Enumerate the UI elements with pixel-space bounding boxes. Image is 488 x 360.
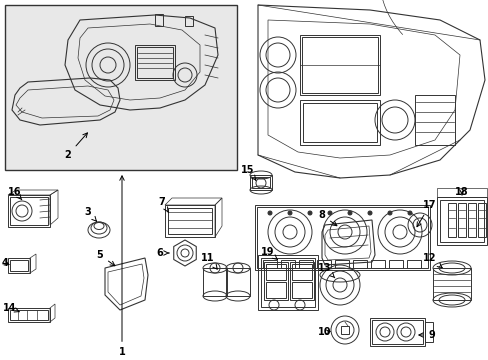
Text: 2: 2 — [64, 133, 87, 160]
Bar — [370, 260, 384, 268]
Text: 17: 17 — [416, 200, 436, 227]
Bar — [340, 326, 348, 334]
Bar — [203, 268, 226, 296]
Text: 10: 10 — [318, 327, 331, 337]
Text: 13: 13 — [318, 263, 334, 278]
Circle shape — [267, 211, 271, 215]
Text: 5: 5 — [97, 250, 115, 266]
Text: 1: 1 — [119, 176, 125, 357]
Bar — [164, 205, 215, 237]
Bar — [137, 47, 173, 78]
Bar — [10, 260, 28, 271]
Bar — [251, 177, 269, 188]
Text: 19: 19 — [261, 247, 277, 260]
Text: 7: 7 — [158, 197, 168, 212]
Bar — [257, 207, 427, 268]
Bar — [168, 208, 212, 234]
Bar — [10, 197, 48, 225]
Bar — [281, 260, 294, 268]
Bar — [298, 260, 312, 268]
Bar — [369, 318, 424, 346]
Text: 3: 3 — [84, 207, 96, 221]
Bar — [436, 197, 486, 245]
Text: 16: 16 — [8, 187, 22, 200]
Bar — [261, 258, 314, 307]
Bar — [457, 203, 465, 237]
Bar — [8, 195, 50, 227]
Bar — [406, 260, 420, 268]
Bar — [263, 260, 276, 268]
Bar — [477, 203, 485, 237]
Text: 4: 4 — [1, 258, 9, 268]
Bar — [447, 203, 455, 237]
Bar — [334, 260, 348, 268]
Bar — [5, 5, 237, 170]
Circle shape — [407, 211, 411, 215]
Bar — [302, 37, 377, 93]
Bar — [424, 322, 432, 342]
Bar — [352, 260, 366, 268]
Bar — [258, 255, 317, 310]
Bar — [264, 262, 287, 300]
Circle shape — [307, 211, 311, 215]
Bar — [291, 282, 311, 298]
Bar — [265, 282, 285, 298]
Bar — [299, 100, 379, 145]
Bar — [303, 103, 376, 142]
Bar — [388, 260, 402, 268]
Text: 14: 14 — [3, 303, 20, 313]
Bar — [299, 35, 379, 95]
Circle shape — [387, 211, 391, 215]
Bar — [135, 45, 175, 80]
Bar — [432, 268, 470, 300]
Bar — [254, 205, 429, 270]
Text: 12: 12 — [423, 253, 441, 268]
Bar — [155, 14, 163, 26]
Bar — [265, 264, 285, 280]
Circle shape — [327, 211, 331, 215]
Bar — [10, 310, 48, 320]
Bar — [316, 260, 330, 268]
Bar — [225, 268, 249, 296]
Circle shape — [367, 211, 371, 215]
Bar — [467, 203, 475, 237]
Text: 9: 9 — [418, 330, 434, 340]
Bar — [291, 264, 311, 280]
Bar — [8, 258, 30, 273]
Bar — [184, 16, 193, 26]
Bar — [8, 308, 50, 322]
Text: 18: 18 — [454, 187, 468, 197]
Bar — [439, 200, 483, 242]
Bar — [249, 175, 271, 190]
Text: 6: 6 — [156, 248, 169, 258]
Text: 11: 11 — [201, 253, 217, 269]
Text: 8: 8 — [318, 210, 336, 226]
Bar — [289, 262, 313, 300]
Circle shape — [347, 211, 351, 215]
Bar — [414, 95, 454, 145]
Bar — [371, 320, 422, 344]
Text: 15: 15 — [241, 165, 255, 180]
Circle shape — [287, 211, 291, 215]
